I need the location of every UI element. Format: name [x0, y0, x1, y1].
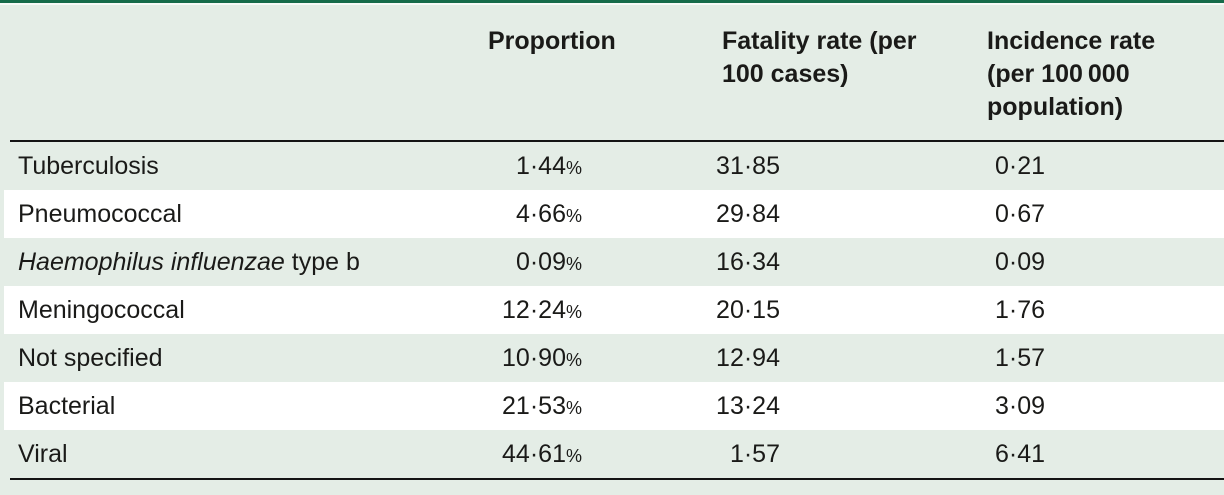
incidence-cell: 0·67	[995, 199, 1046, 228]
incidence-cell: 1·76	[995, 295, 1046, 324]
incidence-cell: 0·09	[995, 247, 1046, 276]
header-divider-rule	[10, 140, 1224, 142]
table-row-bacterial: Bacterial 21·53% 13·24 3·09	[0, 382, 1224, 430]
proportion-cell: 1·44%	[460, 152, 640, 181]
fatality-cell: 1·57	[729, 439, 780, 468]
table-footer-strip	[0, 480, 1224, 495]
row-label-text: Not specified	[18, 343, 163, 372]
table-top-accent-gap	[0, 3, 1224, 5]
table-row-viral: Viral 44·61% 1·57 6·41	[0, 430, 1224, 478]
column-header-incidence-rate: Incidence rate (per 100 000 population)	[987, 27, 1156, 121]
row-label: Not specified	[0, 344, 460, 373]
proportion-value: 10·90	[502, 343, 566, 372]
row-label-text: Meningococcal	[18, 295, 185, 324]
row-label-text: Pneumococcal	[18, 199, 182, 228]
row-label-text: Tuberculosis	[18, 151, 159, 180]
percent-sign: %	[565, 349, 582, 370]
incidence-cell: 0·21	[995, 151, 1046, 180]
incidence-cell: 6·41	[995, 439, 1046, 468]
column-header-fatality-rate: Fatality rate (per 100 cases)	[722, 27, 917, 88]
percent-sign: %	[565, 445, 582, 466]
fatality-cell: 13·24	[716, 391, 780, 420]
proportion-value: 0·09	[515, 247, 566, 276]
column-header-proportion: Proportion	[488, 27, 616, 55]
table-row-not-specified: Not specified 10·90% 12·94 1·57	[0, 334, 1224, 382]
percent-sign: %	[565, 301, 582, 322]
row-label: Bacterial	[0, 392, 460, 421]
row-label-text: Viral	[18, 439, 68, 468]
row-label: Meningococcal	[0, 296, 460, 325]
incidence-cell: 1·57	[995, 343, 1046, 372]
percent-sign: %	[565, 157, 582, 178]
proportion-cell: 12·24%	[460, 296, 640, 325]
percent-sign: %	[565, 205, 582, 226]
row-label-italic: Haemophilus influenzae	[18, 247, 285, 276]
table-top-accent-bar	[0, 0, 1224, 3]
proportion-cell: 10·90%	[460, 344, 640, 373]
table-bottom-rule	[10, 478, 1224, 480]
proportion-value: 21·53	[502, 391, 566, 420]
fatality-cell: 31·85	[716, 151, 780, 180]
proportion-cell: 4·66%	[460, 200, 640, 229]
fatality-cell: 16·34	[716, 247, 780, 276]
fatality-cell: 20·15	[716, 295, 780, 324]
row-label: Tuberculosis	[0, 152, 460, 181]
proportion-cell: 44·61%	[460, 440, 640, 469]
fatality-cell: 12·94	[716, 343, 780, 372]
percent-sign: %	[565, 397, 582, 418]
table-row-tuberculosis: Tuberculosis 1·44% 31·85 0·21	[0, 142, 1224, 190]
table-row-pneumococcal: Pneumococcal 4·66% 29·84 0·67	[0, 190, 1224, 238]
table-row-meningococcal: Meningococcal 12·24% 20·15 1·76	[0, 286, 1224, 334]
proportion-value: 44·61	[502, 439, 566, 468]
table-header-row: Proportion Fatality rate (per 100 cases)…	[0, 5, 1224, 140]
percent-sign: %	[565, 253, 582, 274]
incidence-cell: 3·09	[995, 391, 1046, 420]
row-label-text: type b	[284, 247, 360, 276]
proportion-cell: 0·09%	[460, 248, 640, 277]
row-label: Viral	[0, 440, 460, 469]
fatality-cell: 29·84	[716, 199, 780, 228]
proportion-value: 4·66	[515, 199, 566, 228]
row-label-text: Bacterial	[18, 391, 116, 420]
proportion-cell: 21·53%	[460, 392, 640, 421]
proportion-value: 1·44	[515, 151, 566, 180]
row-label: Haemophilus influenzae type b	[0, 248, 460, 277]
proportion-value: 12·24	[502, 295, 566, 324]
table-row-haemophilus-influenzae-type-b: Haemophilus influenzae type b 0·09% 16·3…	[0, 238, 1224, 286]
row-label: Pneumococcal	[0, 200, 460, 229]
